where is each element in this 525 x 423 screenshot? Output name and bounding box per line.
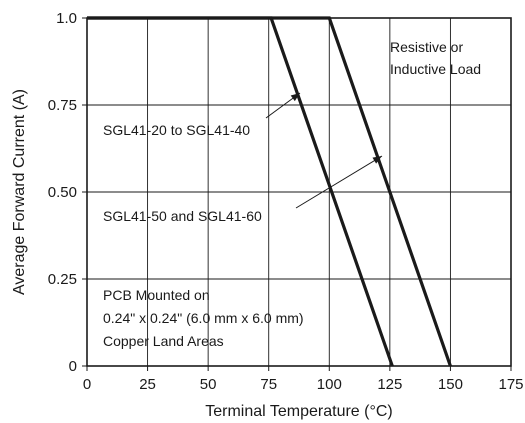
arrowhead-sgl41-20-to-40 [290,93,300,102]
mount-annotation-line-2: 0.24" x 0.24" (6.0 mm x 6.0 mm) [103,310,304,326]
load-annotation-line-2: Inductive Load [390,61,481,77]
x-tick-label: 150 [438,376,463,393]
x-tick-label: 175 [498,376,523,393]
x-tick-label: 25 [139,376,156,393]
series-layer [87,16,452,367]
y-tick-label: 0.25 [48,271,77,288]
y-tick-label: 0.75 [48,97,77,114]
x-tick-label: 125 [377,376,402,393]
x-tick-label: 0 [83,376,91,393]
y-axis-label: Average Forward Current (A) [11,89,28,295]
series-pointer-sgl41-50-and-60 [295,155,383,209]
y-tick-label: 1.0 [56,10,77,27]
x-tick-label: 75 [260,376,277,393]
load-annotation-line-1: Resistive or [390,39,463,55]
mount-annotation-line-3: Copper Land Areas [103,333,224,349]
x-axis-label: Terminal Temperature (°C) [205,403,393,420]
x-tick-label: 50 [200,376,217,393]
series-label-sgl41-20-to-40: SGL41-20 to SGL41-40 [103,122,250,138]
y-tick-label: 0 [69,358,77,375]
series-line-2 [87,16,394,367]
arrowhead-sgl41-50-and-60 [372,156,382,164]
x-tick-label: 100 [317,376,342,393]
ticks-layer: 0 25 50 75 100 125 150 175 0 0.25 0.50 0.75 1.0 [48,10,524,393]
mount-annotation-line-1: PCB Mounted on [103,287,210,303]
series-label-sgl41-50-and-60: SGL41-50 and SGL41-60 [103,208,262,224]
y-tick-label: 0.50 [48,184,77,201]
